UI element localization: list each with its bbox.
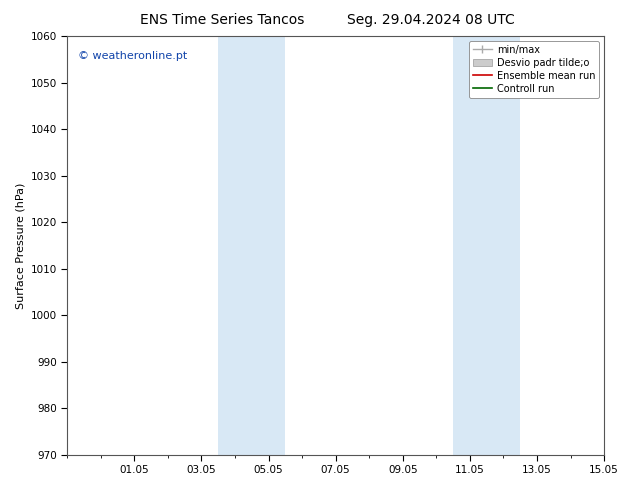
Bar <box>252 36 285 455</box>
Y-axis label: Surface Pressure (hPa): Surface Pressure (hPa) <box>15 182 25 309</box>
Bar <box>487 36 521 455</box>
Text: © weatheronline.pt: © weatheronline.pt <box>78 51 187 61</box>
Legend: min/max, Desvio padr tilde;o, Ensemble mean run, Controll run: min/max, Desvio padr tilde;o, Ensemble m… <box>469 41 599 98</box>
Bar <box>453 36 487 455</box>
Text: Seg. 29.04.2024 08 UTC: Seg. 29.04.2024 08 UTC <box>347 13 515 27</box>
Bar <box>218 36 252 455</box>
Text: ENS Time Series Tancos: ENS Time Series Tancos <box>139 13 304 27</box>
